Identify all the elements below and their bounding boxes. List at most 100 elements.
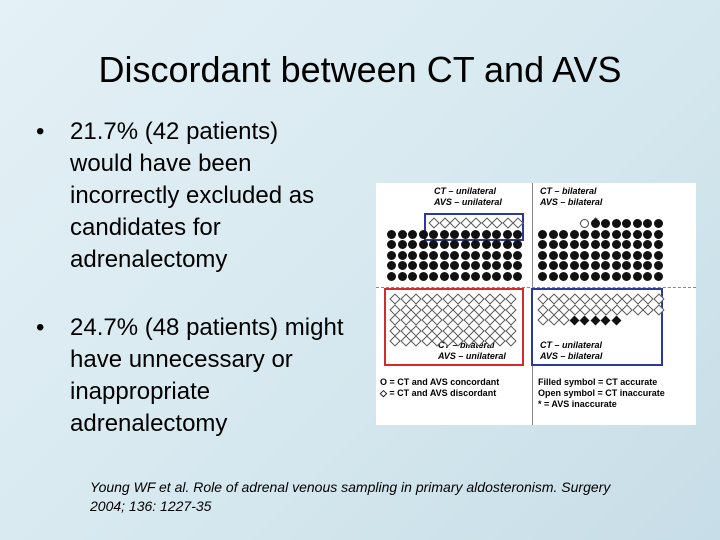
bullet-marker: • [36,118,45,145]
concordant-filled-circle [559,250,568,260]
quadrant-label-line: CT – unilateral [434,186,497,196]
concordant-filled-circle [460,229,470,239]
concordant-filled-circle [460,261,470,270]
concordant-filled-circle [653,261,663,270]
concordant-filled-circle [643,261,652,270]
concordant-filled-circle [450,229,459,239]
concordant-filled-circle [632,250,642,260]
legend-line: ◇ = CT and AVS discordant [380,388,497,398]
concordant-filled-circle [408,229,417,239]
bullet-line: have unnecessary or [70,346,293,373]
concordant-filled-circle [653,229,663,239]
bullet-line: would have been [70,150,252,177]
concordant-filled-circle [632,240,642,249]
concordant-filled-circle [569,261,579,270]
concordant-filled-circle [418,229,428,239]
concordant-filled-circle [622,229,631,239]
quadrant-label-top-left: CT – unilateral AVS – unilateral [434,186,502,208]
concordant-filled-circle [408,250,417,260]
concordant-filled-circle [481,250,491,260]
concordant-filled-circle [502,229,512,239]
concordant-filled-circle [538,240,547,249]
legend-divider [532,373,533,425]
concordant-filled-circle [653,219,663,228]
concordant-filled-circle [622,271,631,281]
concordant-filled-circle [590,261,600,270]
concordant-filled-circle [601,250,610,260]
concordant-filled-circle [611,219,621,228]
bullet-line: adrenalectomy [70,246,228,273]
concordant-filled-circle [513,240,522,249]
concordant-filled-circle [481,271,491,281]
quadrant-label-line: AVS – unilateral [438,351,506,361]
concordant-filled-circle [653,240,663,249]
concordant-filled-circle [502,240,512,249]
concordant-filled-circle [622,240,631,249]
concordant-filled-circle [492,229,501,239]
concordant-filled-circle [492,271,501,281]
concordant-filled-circle [580,250,589,260]
bullet-line: 21.7% (42 patients) [70,118,279,145]
concordant-filled-circle [418,261,428,270]
concordant-filled-circle [611,240,621,249]
concordant-filled-circle [471,229,480,239]
concordant-filled-circle [601,271,610,281]
concordant-filled-circle [481,240,491,249]
concordant-filled-circle [513,261,522,270]
concordant-filled-circle [418,240,428,249]
concordant-filled-circle [460,240,470,249]
concordant-filled-circle [569,240,579,249]
concordant-filled-circle [643,219,652,228]
concordant-filled-circle [590,219,600,228]
concordant-filled-circle [439,240,449,249]
concordant-filled-circle [429,229,438,239]
bullet-line: inappropriate [70,378,211,405]
concordant-filled-circle [450,240,459,249]
legend-line: Filled symbol = CT accurate [538,377,658,387]
bullet-line: candidates for [70,214,221,241]
concordant-filled-circle [548,250,558,260]
concordant-filled-circle [387,261,396,270]
concordant-filled-circle [580,261,589,270]
slide-title: Discordant between CT and AVS [98,49,622,90]
concordant-filled-circle [590,240,600,249]
citation: Young WF et al. Role of adrenal venous s… [90,478,610,516]
quadrant-label-line: CT – bilateral [438,340,495,350]
concordant-filled-circle [548,240,558,249]
concordant-filled-circle [471,250,480,260]
concordant-filled-circle [450,250,459,260]
concordant-filled-circle [643,271,652,281]
concordant-filled-circle [397,250,407,260]
concordant-filled-circle [622,219,631,228]
concordant-filled-circle [397,271,407,281]
bullet-text: 24.7% (48 patients) might have unnecessa… [70,312,343,440]
concordant-filled-circle [439,229,449,239]
concordant-filled-circle [439,271,449,281]
discordant-box-red [384,288,524,366]
concordant-filled-circle [460,271,470,281]
concordant-filled-circle [387,229,396,239]
open-circle [580,219,589,228]
concordant-filled-circle [471,261,480,270]
ct-avs-figure: CT – unilateral AVS – unilateral CT – bi… [376,183,696,425]
concordant-filled-circle [387,240,396,249]
concordant-filled-circle [502,271,512,281]
concordant-filled-circle [601,229,610,239]
concordant-filled-circle [450,261,459,270]
legend-line: O = CT and AVS concordant [380,377,500,387]
concordant-filled-circle [580,240,589,249]
concordant-filled-circle [548,271,558,281]
concordant-filled-circle [580,271,589,281]
concordant-filled-circle [632,219,642,228]
concordant-filled-circle [580,229,589,239]
concordant-filled-circle [611,250,621,260]
concordant-filled-circle [387,250,396,260]
concordant-filled-circle [439,250,449,260]
quadrant-label-top-right: CT – bilateral AVS – bilateral [540,186,602,208]
concordant-filled-circle [643,250,652,260]
concordant-filled-circle [611,261,621,270]
concordant-filled-circle [538,271,547,281]
quadrant-label-bottom-left: CT – bilateral AVS – unilateral [438,340,506,362]
concordant-filled-circle [513,229,522,239]
quadrant-label-line: CT – unilateral [540,340,603,350]
